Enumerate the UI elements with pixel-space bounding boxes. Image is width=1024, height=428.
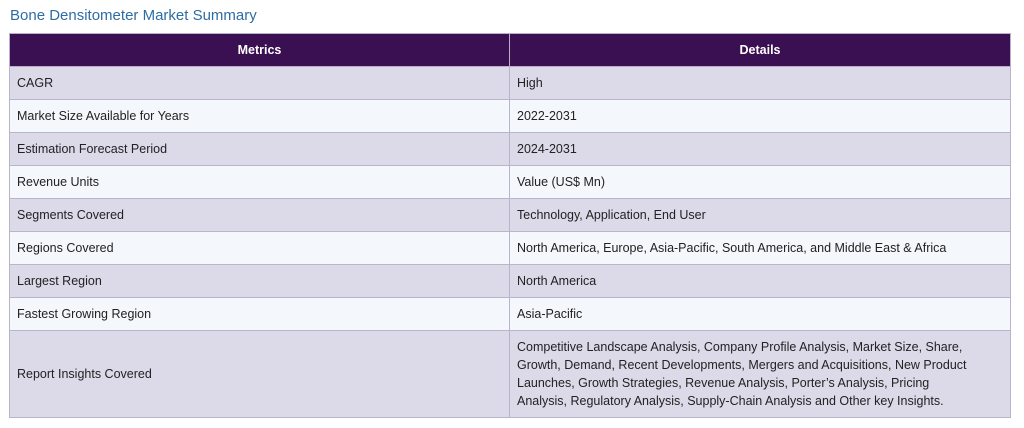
column-header-details: Details xyxy=(509,33,1011,67)
detail-cell: Asia-Pacific xyxy=(509,297,1011,331)
table-row: Regions Covered North America, Europe, A… xyxy=(9,231,1011,265)
detail-cell: High xyxy=(509,66,1011,100)
table-row: Segments Covered Technology, Application… xyxy=(9,198,1011,232)
page-title: Bone Densitometer Market Summary xyxy=(10,7,257,24)
table-row: Estimation Forecast Period 2024-2031 xyxy=(9,132,1011,166)
detail-cell: 2022-2031 xyxy=(509,99,1011,133)
table-row: Report Insights Covered Competitive Land… xyxy=(9,330,1011,418)
detail-cell: 2024-2031 xyxy=(509,132,1011,166)
detail-cell: Technology, Application, End User xyxy=(509,198,1011,232)
metric-cell: Largest Region xyxy=(9,264,510,298)
metric-cell: CAGR xyxy=(9,66,510,100)
metric-cell: Segments Covered xyxy=(9,198,510,232)
market-summary-table: Metrics Details CAGR High Market Size Av… xyxy=(9,33,1011,418)
detail-cell: North America xyxy=(509,264,1011,298)
table-row: Market Size Available for Years 2022-203… xyxy=(9,99,1011,133)
metric-cell: Revenue Units xyxy=(9,165,510,199)
detail-cell: Value (US$ Mn) xyxy=(509,165,1011,199)
metric-cell: Market Size Available for Years xyxy=(9,99,510,133)
table-row: CAGR High xyxy=(9,66,1011,100)
metric-cell: Fastest Growing Region xyxy=(9,297,510,331)
column-header-metrics: Metrics xyxy=(9,33,510,67)
table-header-row: Metrics Details xyxy=(9,33,1011,67)
detail-cell: North America, Europe, Asia-Pacific, Sou… xyxy=(509,231,1011,265)
table-row: Fastest Growing Region Asia-Pacific xyxy=(9,297,1011,331)
metric-cell: Regions Covered xyxy=(9,231,510,265)
metric-cell: Report Insights Covered xyxy=(9,330,510,418)
detail-cell: Competitive Landscape Analysis, Company … xyxy=(509,330,1011,418)
metric-cell: Estimation Forecast Period xyxy=(9,132,510,166)
table-row: Revenue Units Value (US$ Mn) xyxy=(9,165,1011,199)
table-row: Largest Region North America xyxy=(9,264,1011,298)
